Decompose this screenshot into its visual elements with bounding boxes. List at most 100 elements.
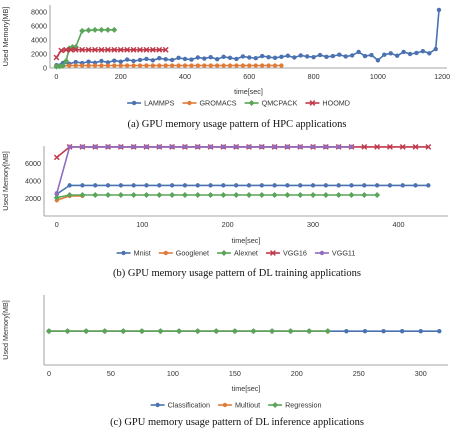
x-tick-label: 1200 bbox=[434, 72, 450, 81]
data-point bbox=[399, 143, 406, 150]
x-tick-label: 0 bbox=[55, 220, 59, 229]
data-point bbox=[85, 46, 92, 53]
data-point bbox=[195, 144, 200, 150]
y-tick-label: 4000 bbox=[31, 36, 47, 45]
data-point bbox=[98, 26, 105, 33]
data-point bbox=[53, 154, 60, 161]
data-point bbox=[349, 183, 354, 188]
legend-marker bbox=[319, 250, 325, 256]
data-point bbox=[247, 63, 252, 68]
legend-label: Alexnet bbox=[234, 249, 258, 258]
legend-marker bbox=[222, 402, 228, 408]
data-point bbox=[92, 26, 99, 33]
legend-marker bbox=[121, 250, 126, 256]
legend: Classification Multiout Regression bbox=[150, 401, 321, 410]
y-axis-label: Used Memory[MB] bbox=[1, 151, 10, 211]
x-axis-label: time[sec] bbox=[234, 87, 263, 96]
data-point bbox=[105, 60, 111, 65]
data-point bbox=[45, 328, 52, 335]
figure-caption: (c) GPU memory usage pattern of DL infer… bbox=[110, 417, 364, 428]
data-point bbox=[214, 63, 220, 68]
data-point bbox=[298, 183, 303, 188]
data-point bbox=[266, 63, 271, 68]
legend-item-regression: Regression bbox=[268, 401, 321, 410]
data-point bbox=[67, 63, 72, 68]
legend-label: Regression bbox=[285, 401, 321, 410]
data-point bbox=[124, 63, 130, 68]
data-point bbox=[131, 63, 136, 68]
data-point bbox=[182, 56, 188, 62]
legend-item-multiout: Multiout bbox=[217, 401, 260, 410]
data-point bbox=[285, 183, 290, 188]
series-regression bbox=[45, 328, 331, 335]
data-point bbox=[426, 183, 431, 188]
data-point bbox=[221, 63, 226, 68]
legend-marker bbox=[220, 250, 227, 256]
data-point bbox=[93, 144, 98, 150]
data-point bbox=[72, 46, 79, 53]
x-tick-label: 400 bbox=[392, 220, 404, 229]
data-point bbox=[279, 63, 284, 68]
data-point bbox=[149, 46, 156, 53]
data-point bbox=[194, 192, 201, 198]
data-point bbox=[169, 57, 175, 63]
data-point bbox=[63, 58, 70, 64]
data-point bbox=[73, 63, 78, 68]
data-point bbox=[427, 51, 432, 56]
data-point bbox=[105, 192, 112, 198]
data-point bbox=[120, 328, 127, 335]
x-axis-label: time[sec] bbox=[232, 236, 261, 245]
data-point bbox=[118, 144, 124, 150]
data-point bbox=[220, 192, 227, 198]
data-point bbox=[176, 55, 181, 61]
data-point bbox=[169, 63, 175, 68]
data-point bbox=[67, 46, 74, 53]
data-point bbox=[169, 144, 175, 150]
data-point bbox=[337, 52, 342, 57]
y-tick-label: 4000 bbox=[25, 177, 41, 186]
data-point bbox=[189, 57, 194, 62]
data-point bbox=[304, 54, 310, 59]
y-axis-label: Used Memory[MB] bbox=[1, 300, 10, 360]
legend-label: Classification bbox=[168, 401, 210, 410]
data-point bbox=[53, 194, 60, 201]
series-gromacs bbox=[54, 63, 284, 69]
data-point bbox=[101, 328, 108, 335]
data-point bbox=[233, 183, 239, 188]
legend-marker bbox=[272, 402, 279, 408]
data-point bbox=[285, 144, 290, 150]
data-point bbox=[330, 53, 336, 59]
data-point bbox=[130, 192, 137, 198]
data-point bbox=[144, 183, 149, 188]
data-point bbox=[112, 58, 117, 63]
data-point bbox=[92, 63, 98, 68]
data-point bbox=[311, 54, 316, 60]
data-point bbox=[131, 183, 136, 188]
figure-caption: (b) GPU memory usage pattern of DL train… bbox=[113, 268, 361, 279]
panel-dl-inference: 0 50 100 150 200 250 300 Used Memory[MB] time[se… bbox=[1, 295, 448, 428]
series-mnist bbox=[54, 183, 431, 197]
data-point bbox=[67, 183, 72, 188]
data-point bbox=[374, 143, 381, 150]
data-point bbox=[387, 183, 393, 188]
data-point bbox=[279, 54, 284, 59]
legend-marker bbox=[155, 402, 160, 408]
data-point bbox=[79, 46, 86, 53]
data-point bbox=[92, 192, 99, 198]
data-point bbox=[344, 328, 349, 334]
data-point bbox=[207, 192, 214, 198]
data-point bbox=[323, 144, 329, 150]
data-point bbox=[66, 192, 73, 198]
legend-marker bbox=[187, 100, 192, 106]
legend-item-mnist: Mnist bbox=[116, 249, 151, 258]
data-point bbox=[144, 63, 149, 68]
data-point bbox=[234, 56, 239, 62]
data-point bbox=[156, 192, 163, 198]
data-point bbox=[253, 63, 258, 68]
data-point bbox=[73, 59, 78, 65]
data-point bbox=[86, 63, 91, 68]
legend-item-qmcpack: QMCPACK bbox=[244, 99, 298, 108]
data-point bbox=[105, 63, 111, 68]
data-point bbox=[348, 192, 355, 198]
data-point bbox=[272, 183, 277, 188]
